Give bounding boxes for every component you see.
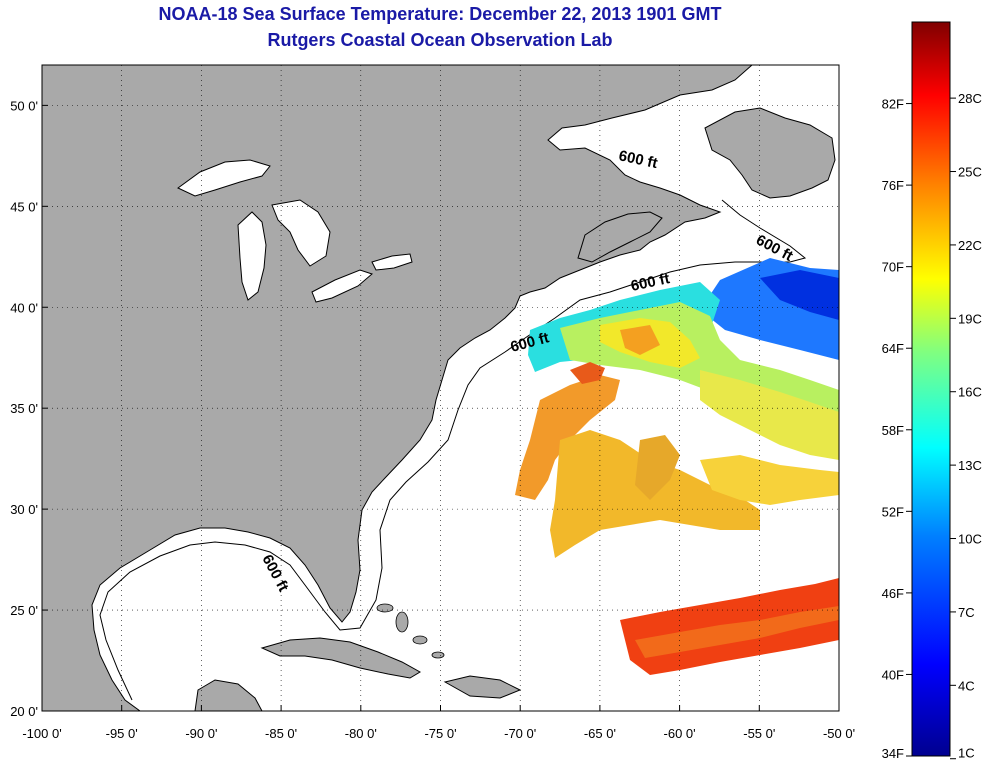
- lon-tick-label: -85 0': [265, 726, 297, 741]
- latitude-axis: 20 0' 25 0' 30 0' 35 0' 40 0' 45 0' 50 0': [10, 98, 48, 719]
- lat-tick-label: 35 0': [10, 401, 38, 416]
- lat-tick-label: 20 0': [10, 704, 38, 719]
- colorbar-label-celsius: 10C: [958, 532, 982, 547]
- colorbar-celsius-labels: 28C 25C 22C 19C 16C 13C 10C 7C 4C 1C: [950, 91, 982, 761]
- lake-michigan: [237, 211, 267, 301]
- isobath-600ft-line: [99, 199, 807, 701]
- lon-tick-label: -95 0': [106, 726, 138, 741]
- lon-tick-label: -90 0': [185, 726, 217, 741]
- colorbar-label-celsius: 22C: [958, 238, 982, 253]
- lake-superior: [177, 159, 271, 197]
- colorbar-label-celsius: 25C: [958, 165, 982, 180]
- lon-tick-label: -75 0': [424, 726, 456, 741]
- longitude-axis: -100 0' -95 0' -90 0' -85 0' -80 0' -75 0' -70…: [22, 705, 855, 741]
- colorbar-label-celsius: 16C: [958, 385, 982, 400]
- colorbar-label-celsius: 28C: [958, 91, 982, 106]
- colorbar-fahrenheit-labels: 82F 76F 70F 64F 58F 52F 46F 40F 34F: [882, 97, 912, 761]
- lon-tick-label: -80 0': [345, 726, 377, 741]
- land-north-america: [42, 65, 753, 711]
- land-yucatan: [194, 679, 263, 711]
- colorbar-label-fahrenheit: 76F: [882, 178, 904, 193]
- colorbar-label-celsius: 4C: [958, 678, 975, 693]
- lake-huron: [271, 199, 331, 267]
- map-subtitle: Rutgers Coastal Ocean Observation Lab: [267, 30, 613, 50]
- colorbar-label-fahrenheit: 82F: [882, 97, 904, 112]
- colorbar-label-celsius: 7C: [958, 605, 975, 620]
- colorbar-label-celsius: 13C: [958, 458, 982, 473]
- colorbar-label-fahrenheit: 70F: [882, 260, 904, 275]
- map-title: NOAA-18 Sea Surface Temperature: Decembe…: [158, 4, 722, 24]
- land-newfoundland: [704, 107, 836, 199]
- lat-tick-label: 25 0': [10, 603, 38, 618]
- lake-ontario: [371, 253, 413, 271]
- colorbar: [911, 21, 951, 757]
- colorbar-label-fahrenheit: 52F: [882, 504, 904, 519]
- colorbar-label-fahrenheit: 58F: [882, 423, 904, 438]
- colorbar-label-fahrenheit: 46F: [882, 586, 904, 601]
- colorbar-label-fahrenheit: 34F: [882, 746, 904, 761]
- lon-tick-label: -70 0': [504, 726, 536, 741]
- colorbar-label-celsius: 19C: [958, 311, 982, 326]
- lon-tick-label: -65 0': [584, 726, 616, 741]
- lon-tick-label: -60 0': [664, 726, 696, 741]
- bahamas-islands: [376, 603, 445, 659]
- lat-tick-label: 50 0': [10, 98, 38, 113]
- colorbar-label-celsius: 1C: [958, 746, 975, 761]
- colorbar-label-fahrenheit: 40F: [882, 667, 904, 682]
- land-nova-scotia: [577, 211, 663, 263]
- lon-tick-label: -55 0': [743, 726, 775, 741]
- lat-tick-label: 40 0': [10, 300, 38, 315]
- lat-tick-label: 30 0': [10, 502, 38, 517]
- lon-tick-label: -100 0': [22, 726, 61, 741]
- colorbar-label-fahrenheit: 64F: [882, 341, 904, 356]
- lat-tick-label: 45 0': [10, 199, 38, 214]
- lon-tick-label: -50 0': [823, 726, 855, 741]
- sst-swath-mid: [515, 362, 839, 558]
- sst-swath-north: [528, 258, 839, 460]
- sst-swath-south: [620, 578, 839, 675]
- land-cuba: [260, 637, 421, 679]
- lake-erie: [311, 269, 373, 303]
